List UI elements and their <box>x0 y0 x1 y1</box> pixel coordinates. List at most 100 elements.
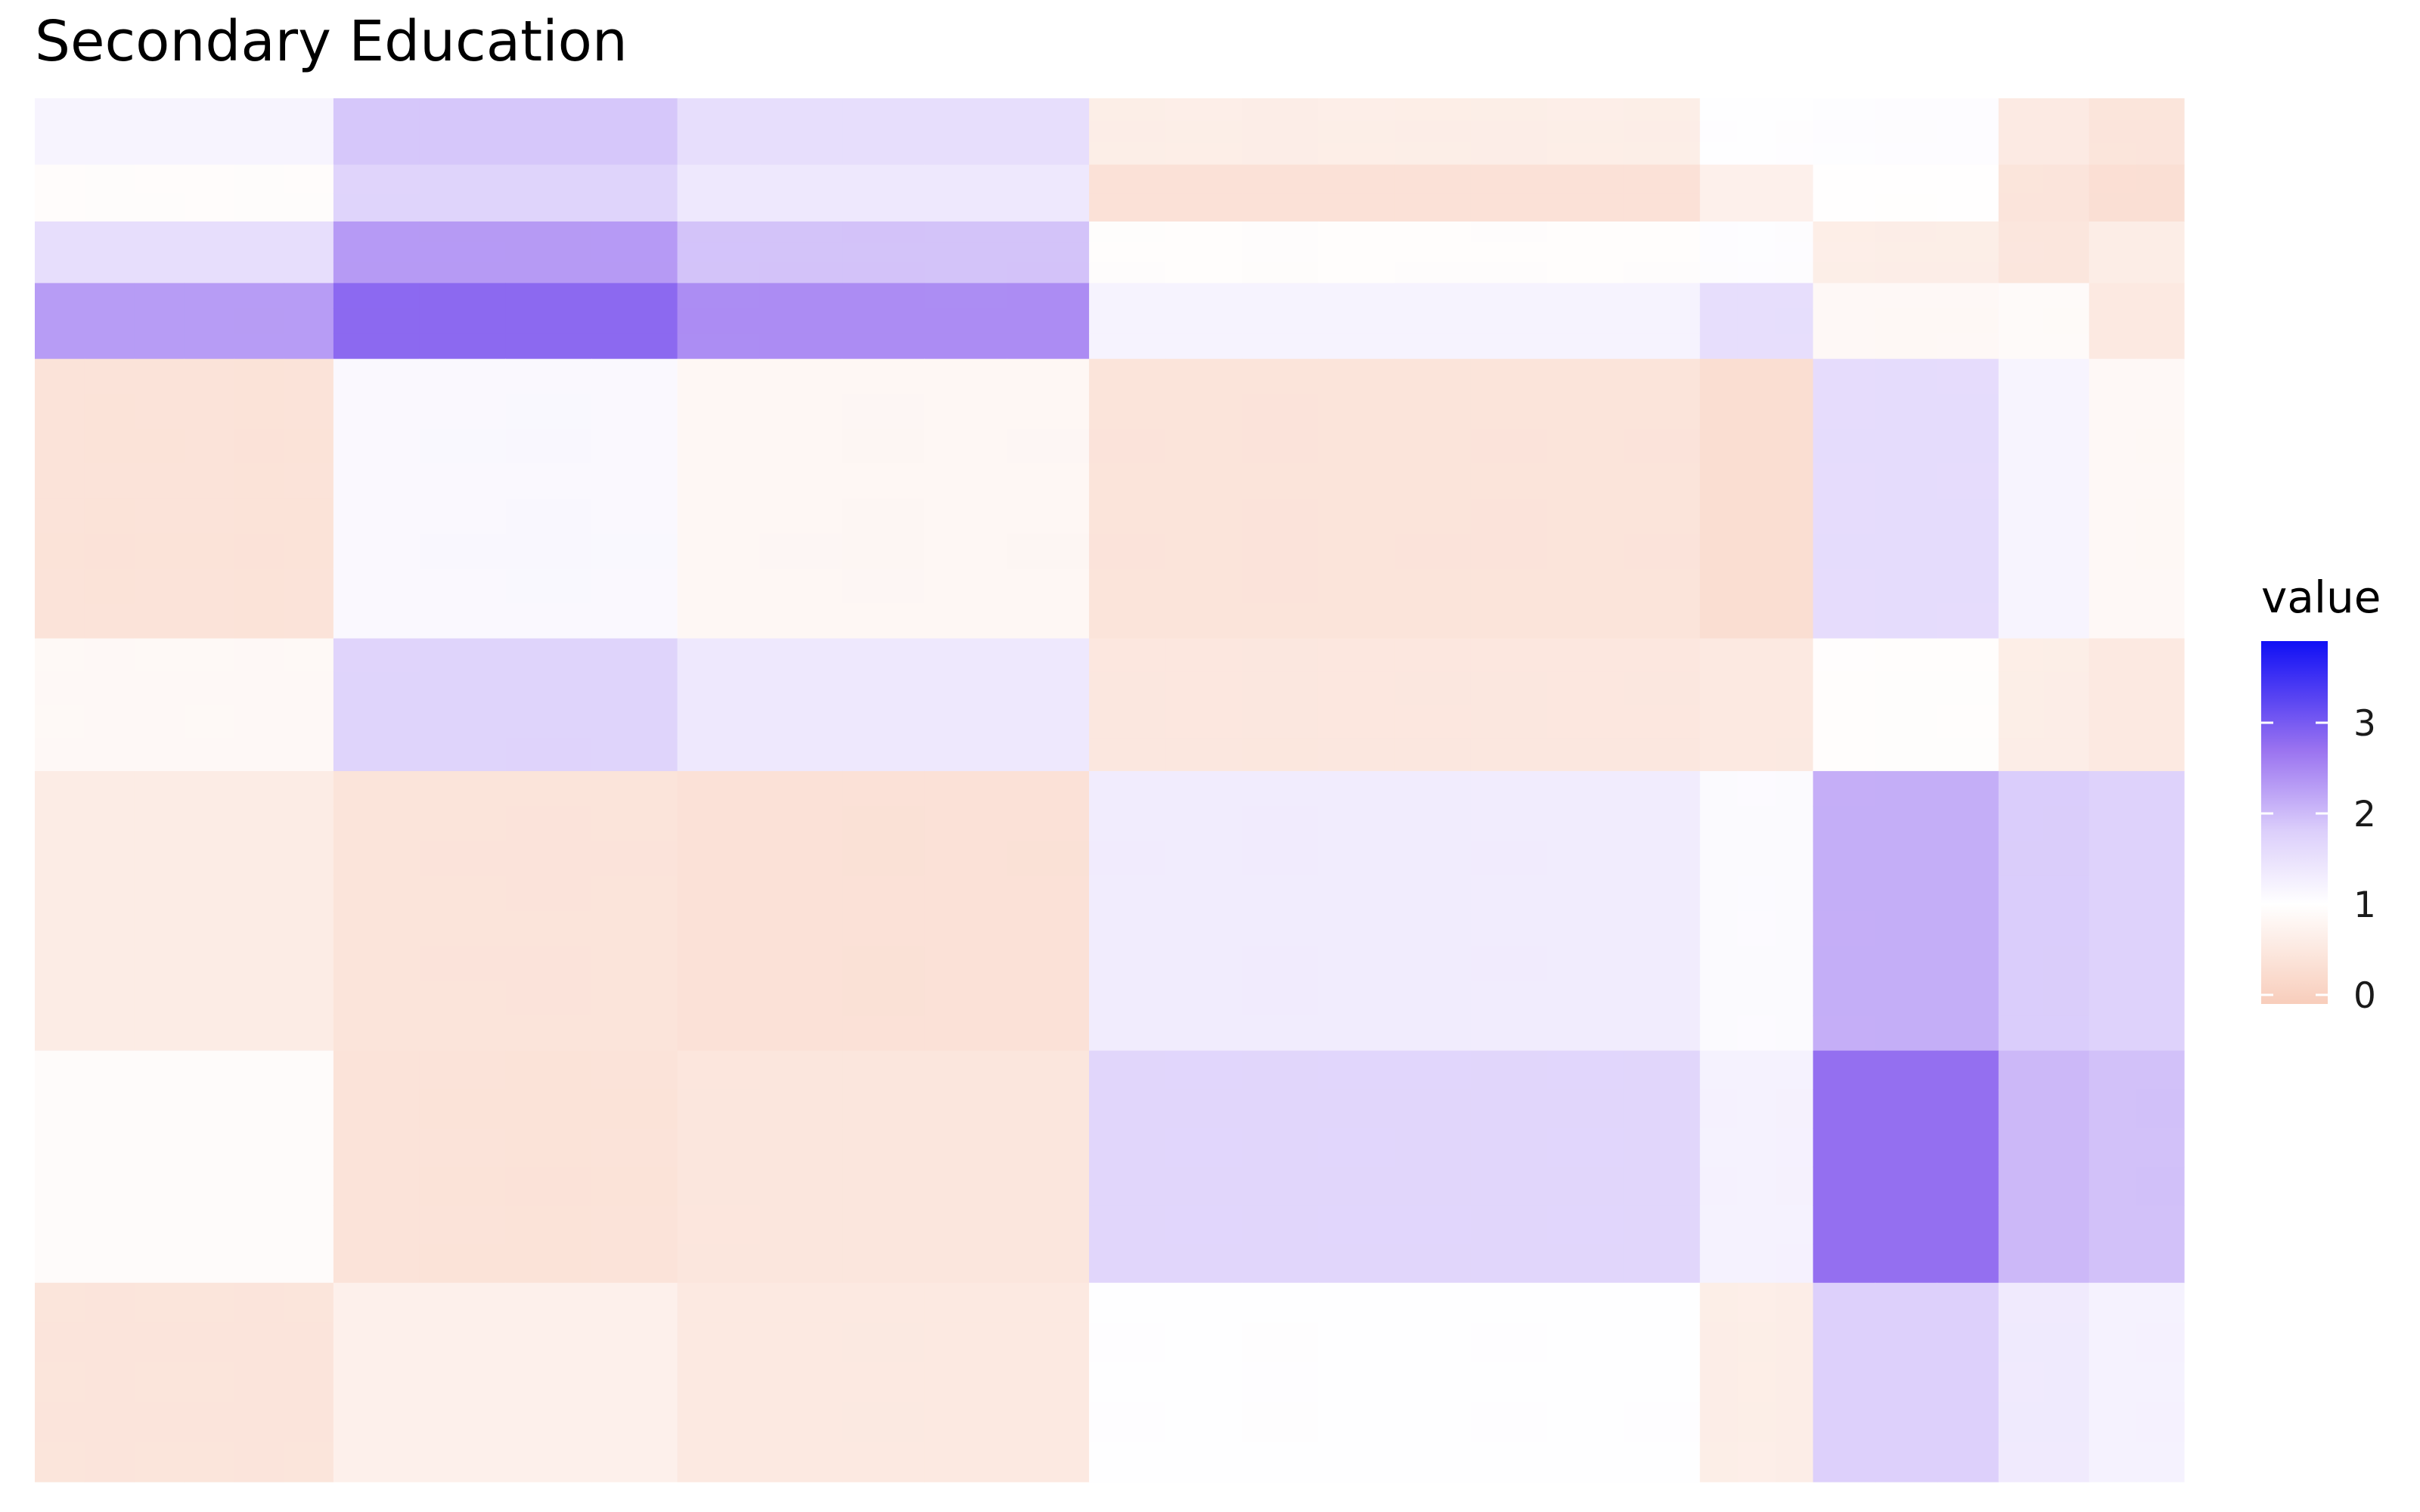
heatmap-cell <box>1623 1128 1701 1167</box>
heatmap-cell <box>1737 498 1776 534</box>
heatmap-cell <box>759 308 842 334</box>
heatmap-cell <box>1813 1442 1876 1483</box>
heatmap-cell <box>419 221 506 243</box>
heatmap-cell <box>924 221 1007 243</box>
heatmap-cell <box>2043 262 2090 284</box>
heatmap-cell <box>842 875 925 912</box>
heatmap-cell <box>2136 193 2185 222</box>
heatmap-cell <box>234 358 284 395</box>
heatmap-cell <box>1936 1282 2000 1324</box>
heatmap-cell <box>1623 308 1701 334</box>
heatmap-cell <box>234 671 284 705</box>
heatmap-cell <box>284 770 334 807</box>
heatmap-cell <box>284 603 334 640</box>
heatmap-cell <box>924 98 1007 121</box>
heatmap-cell <box>1936 946 2000 981</box>
heatmap-cell <box>35 569 85 604</box>
heatmap-cell <box>2136 981 2185 1017</box>
heatmap-cell <box>234 770 284 807</box>
heatmap-cell <box>1775 1015 1813 1052</box>
heatmap-cell <box>1623 193 1701 222</box>
heatmap-cell <box>924 242 1007 263</box>
heatmap-cell <box>1813 1089 1876 1129</box>
heatmap-cell <box>1623 569 1701 604</box>
heatmap-cell <box>1936 1442 2000 1483</box>
heatmap-cell <box>1775 333 1813 360</box>
heatmap-cell <box>1470 1167 1548 1207</box>
heatmap-cell <box>1007 333 1090 360</box>
heatmap-cell <box>1623 946 1701 981</box>
heatmap-cell <box>1998 841 2045 877</box>
heatmap-cell <box>1242 875 1319 912</box>
heatmap-cell <box>1737 1442 1776 1483</box>
heatmap-cell <box>1007 498 1090 534</box>
heatmap-cell <box>1998 671 2045 705</box>
heatmap-cell <box>234 1015 284 1052</box>
heatmap-cell <box>84 358 135 395</box>
heatmap-cell <box>2136 569 2185 604</box>
heatmap-cell <box>842 333 925 360</box>
heatmap-cell <box>2089 463 2137 500</box>
heatmap-cell <box>1470 981 1548 1017</box>
heatmap-cell <box>1775 393 1813 429</box>
heatmap-cell <box>184 738 234 772</box>
heatmap-cell <box>1775 1089 1813 1129</box>
heatmap-cell <box>2043 603 2090 640</box>
heatmap-cell <box>284 142 334 166</box>
heatmap-cell <box>1813 142 1876 166</box>
heatmap-cell <box>1936 1128 2000 1167</box>
heatmap-cell <box>2089 946 2137 981</box>
heatmap-cell <box>1936 358 2000 395</box>
heatmap-cell <box>1813 463 1876 500</box>
heatmap-cell <box>234 308 284 334</box>
heatmap-cell <box>419 770 506 807</box>
heatmap-cell <box>2043 841 2090 877</box>
heatmap-cell <box>1165 120 1243 144</box>
heatmap-cell <box>333 770 420 807</box>
heatmap-cell <box>35 875 85 912</box>
heatmap-cell <box>333 806 420 841</box>
heatmap-cell <box>1242 1244 1319 1284</box>
heatmap-cell <box>1775 193 1813 222</box>
heatmap-cell <box>84 98 135 121</box>
heatmap-cell <box>234 193 284 222</box>
heatmap-cell <box>1699 120 1739 144</box>
heatmap-cell <box>284 1362 334 1403</box>
heatmap-cell <box>2043 806 2090 841</box>
heatmap-cell <box>1875 1402 1938 1442</box>
heatmap-cell <box>2089 1282 2137 1324</box>
heatmap-cell <box>333 164 420 194</box>
heatmap-cell <box>2043 429 2090 464</box>
heatmap-cell <box>1394 841 1472 877</box>
heatmap-cell <box>924 806 1007 841</box>
heatmap-cell <box>2043 221 2090 243</box>
heatmap-cell <box>924 193 1007 222</box>
heatmap-cell <box>842 1089 925 1129</box>
heatmap-cell <box>1875 1015 1938 1052</box>
heatmap-cell <box>759 429 842 464</box>
heatmap-cell <box>234 738 284 772</box>
heatmap-cell <box>759 98 842 121</box>
heatmap-cell <box>1998 221 2045 243</box>
heatmap-cell <box>134 242 185 263</box>
heatmap-cell <box>1699 1402 1739 1442</box>
heatmap-cell <box>2043 875 2090 912</box>
heatmap-cell <box>1936 262 2000 284</box>
heatmap-cell <box>1936 164 2000 194</box>
heatmap-cell <box>1623 1402 1701 1442</box>
heatmap-cell <box>1089 242 1166 263</box>
heatmap-cell <box>1089 981 1166 1017</box>
heatmap-cell <box>134 981 185 1017</box>
heatmap-cell <box>1165 333 1243 360</box>
heatmap-cell <box>134 308 185 334</box>
heatmap-cell <box>1875 569 1938 604</box>
heatmap-cell <box>1623 1442 1701 1483</box>
heatmap-cell <box>184 603 234 640</box>
heatmap-cell <box>505 1442 592 1483</box>
heatmap-cell <box>924 142 1007 166</box>
heatmap-cell <box>1737 946 1776 981</box>
heatmap-cell <box>419 1050 506 1090</box>
heatmap-cell <box>35 533 85 569</box>
heatmap-cell <box>1470 308 1548 334</box>
